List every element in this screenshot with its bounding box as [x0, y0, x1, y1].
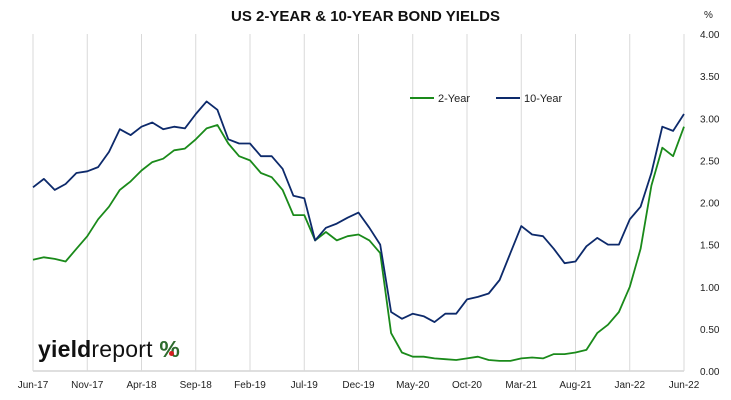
y-tick-label: 1.00 [700, 283, 720, 294]
chart-title: US 2-YEAR & 10-YEAR BOND YIELDS [231, 8, 500, 25]
y-tick-label: 2.50 [700, 156, 720, 167]
legend-label: 10-Year [524, 93, 562, 105]
x-tick-label: May-20 [396, 380, 430, 391]
grid-layer [32, 34, 685, 372]
x-tick-labels: Jun-17 Nov-17 Apr-18 Sep-18 Feb-19 Jul-19 Dec-… [18, 380, 700, 391]
series-line-10-year [32, 100, 685, 323]
x-tick-label: Oct-20 [452, 380, 482, 391]
x-tick-label: Aug-21 [559, 380, 592, 391]
x-tick-label: Sep-18 [180, 380, 213, 391]
x-tick-label: Feb-19 [234, 380, 266, 391]
logo-red-dot [169, 351, 175, 356]
y-tick-label: 0.00 [700, 367, 720, 378]
legend-label: 2-Year [438, 93, 470, 105]
x-tick-label: Jan-22 [614, 380, 645, 391]
x-tick-label: Mar-21 [505, 380, 537, 391]
y-tick-label: 4.00 [700, 30, 720, 41]
series-line-2-year [32, 124, 685, 362]
legend: 2-Year 10-Year [410, 93, 562, 105]
y-axis-unit-label: % [704, 10, 713, 21]
y-tick-label: 3.50 [700, 72, 720, 83]
y-tick-labels: 0.00 0.50 1.00 1.50 2.00 2.50 3.00 3.50 4.00 [700, 30, 720, 378]
logo-word-report: report [91, 336, 153, 362]
x-tick-label: Jun-17 [18, 380, 49, 391]
x-tick-label: Apr-18 [126, 380, 156, 391]
x-tick-label: Dec-19 [342, 380, 375, 391]
y-tick-label: 1.50 [700, 241, 720, 252]
y-tick-label: 3.00 [700, 114, 720, 125]
x-tick-label: Jul-19 [291, 380, 319, 391]
x-tick-label: Jun-22 [669, 380, 700, 391]
yieldreport-logo: yieldreport % [38, 336, 180, 363]
series-layer [32, 100, 685, 362]
x-tick-label: Nov-17 [71, 380, 104, 391]
y-tick-label: 2.00 [700, 199, 720, 210]
logo-word-yield: yield [38, 336, 92, 362]
logo-percent-symbol: % [159, 336, 180, 362]
y-tick-label: 0.50 [700, 325, 720, 336]
